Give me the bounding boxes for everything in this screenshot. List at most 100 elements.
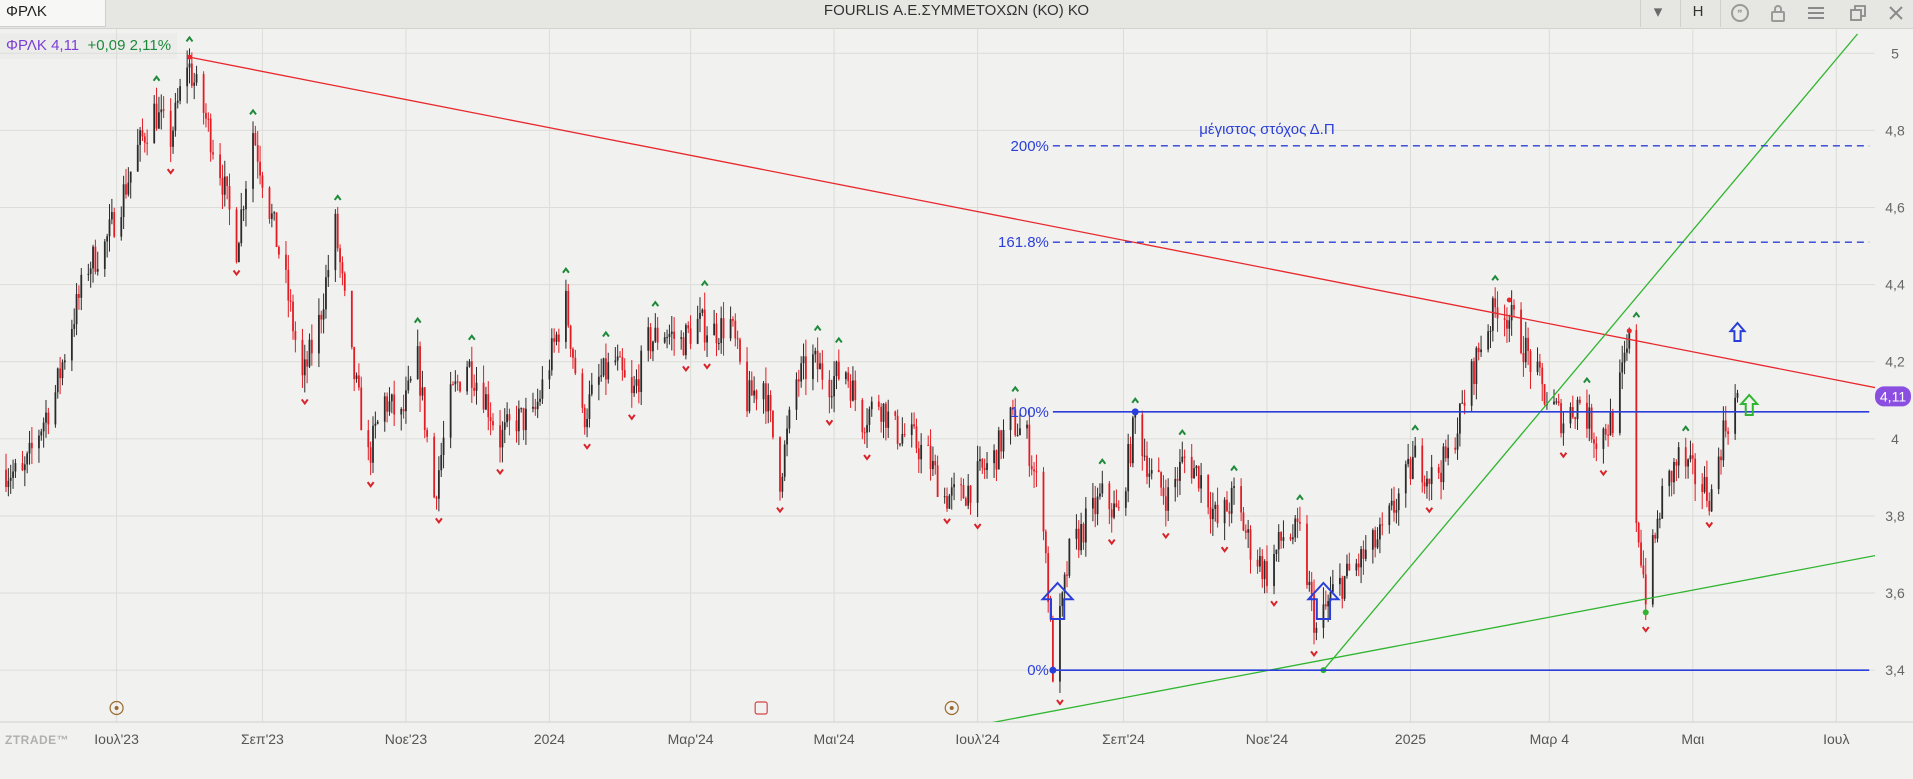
candle-body <box>7 480 10 488</box>
candle-body <box>1306 523 1308 586</box>
candle-body <box>772 410 774 438</box>
swing-low-marker <box>973 523 982 530</box>
candle-body <box>1228 511 1231 514</box>
candle-body <box>666 337 668 339</box>
swing-low-marker <box>682 365 690 373</box>
candle-body <box>1080 523 1083 551</box>
candle-body <box>1440 472 1442 483</box>
swing-high-marker <box>152 75 161 82</box>
candle-body <box>393 394 396 415</box>
candle-body <box>1211 508 1214 520</box>
candle-body <box>997 430 1000 470</box>
dropdown-icon[interactable]: ▾ <box>1653 2 1663 21</box>
candle-body <box>1275 549 1278 554</box>
candle-body <box>294 331 297 340</box>
swing-high-marker <box>651 300 660 307</box>
candle-body <box>1470 361 1473 406</box>
candle-body <box>1503 318 1506 320</box>
toolbar-divider <box>1640 0 1641 27</box>
candle-body <box>1014 409 1017 436</box>
candle-body <box>1604 428 1607 435</box>
price-chart[interactable]: 5 4,8 4,6 4,4 4,2 4 3,8 3,6 3,4 Ιουλ'23 Σεπ'23 Νοε'… <box>0 28 1913 779</box>
swing-low-marker <box>1559 452 1568 459</box>
candle-body <box>534 406 537 410</box>
symbol-input[interactable]: ΦΡΛΚ <box>0 0 106 27</box>
candle-body <box>1701 484 1704 492</box>
swing-low-marker <box>1270 600 1278 607</box>
candle-body <box>1223 499 1226 524</box>
candle-body <box>684 325 687 356</box>
candle-body <box>1689 455 1692 460</box>
candle-body <box>1244 530 1247 533</box>
candle-body <box>242 209 245 211</box>
menu-icon[interactable] <box>1796 0 1836 26</box>
candle-body <box>1291 537 1294 540</box>
lock-icon[interactable] <box>1758 0 1798 26</box>
candle-body <box>1513 304 1515 310</box>
candle-body <box>993 450 995 464</box>
candle-body <box>59 368 62 379</box>
candle-body <box>259 161 261 176</box>
candle-body <box>1586 402 1588 429</box>
candle-body <box>1553 401 1555 405</box>
candle-body <box>426 430 429 437</box>
candle-body <box>567 290 570 326</box>
candle-body <box>1091 497 1094 509</box>
candle-body <box>1473 361 1475 384</box>
candle-body <box>1200 475 1203 489</box>
restore-icon[interactable] <box>1838 0 1878 26</box>
candle-body <box>1183 456 1186 458</box>
candle-body <box>1176 478 1179 481</box>
candle-body <box>884 403 887 428</box>
candle-body <box>1101 483 1104 494</box>
candle-body <box>819 363 821 370</box>
candle-body <box>1607 434 1610 436</box>
x-tick-label: Νοε'24 <box>1246 731 1289 747</box>
candle-body <box>565 290 567 342</box>
candle-body <box>129 171 132 183</box>
candle-body <box>1077 528 1080 551</box>
candle-body <box>915 426 918 449</box>
candle-body <box>814 350 817 355</box>
candle-body <box>1193 468 1195 479</box>
candle-body <box>1611 411 1614 434</box>
close-icon[interactable] <box>1876 0 1913 26</box>
candle-body <box>607 362 610 380</box>
swing-low-marker <box>825 419 834 426</box>
candle-body <box>703 309 706 343</box>
candle-body <box>1618 372 1621 434</box>
swing-high-marker <box>468 334 476 341</box>
candle-body <box>1454 447 1457 450</box>
candle-body <box>1289 537 1292 540</box>
swing-low-marker <box>1310 650 1318 658</box>
swing-high-marker <box>413 316 422 324</box>
candle-body <box>1047 553 1050 603</box>
interval-button[interactable]: H <box>1692 3 1704 20</box>
quote-icon[interactable]: ❞ <box>1720 0 1760 26</box>
swing-high-marker <box>1632 311 1641 318</box>
candle-body <box>508 414 511 421</box>
candle-body <box>136 144 139 172</box>
candle-body <box>1717 456 1720 490</box>
candle-body <box>1141 414 1144 457</box>
candle-body <box>1033 469 1035 472</box>
candle-body <box>1442 446 1445 483</box>
candle-body <box>1002 430 1005 452</box>
candle-body <box>1414 445 1417 457</box>
candle-body <box>1635 330 1638 524</box>
candle-body <box>1593 439 1595 444</box>
swing-high-marker <box>1178 428 1187 436</box>
candle-body <box>155 103 158 129</box>
swing-low-marker <box>1425 507 1434 514</box>
candle-body <box>736 338 739 340</box>
candle-body <box>1637 523 1640 543</box>
candle-body <box>1341 577 1344 599</box>
candle-body <box>372 425 374 463</box>
y-tick-label: 3,8 <box>1885 508 1905 524</box>
candle-body <box>1051 619 1054 682</box>
x-tick-label: Σεπ'24 <box>1102 731 1145 747</box>
candle-body <box>1670 470 1673 483</box>
candle-body <box>277 246 280 255</box>
candle-body <box>1376 539 1379 548</box>
candle-body <box>779 437 781 492</box>
